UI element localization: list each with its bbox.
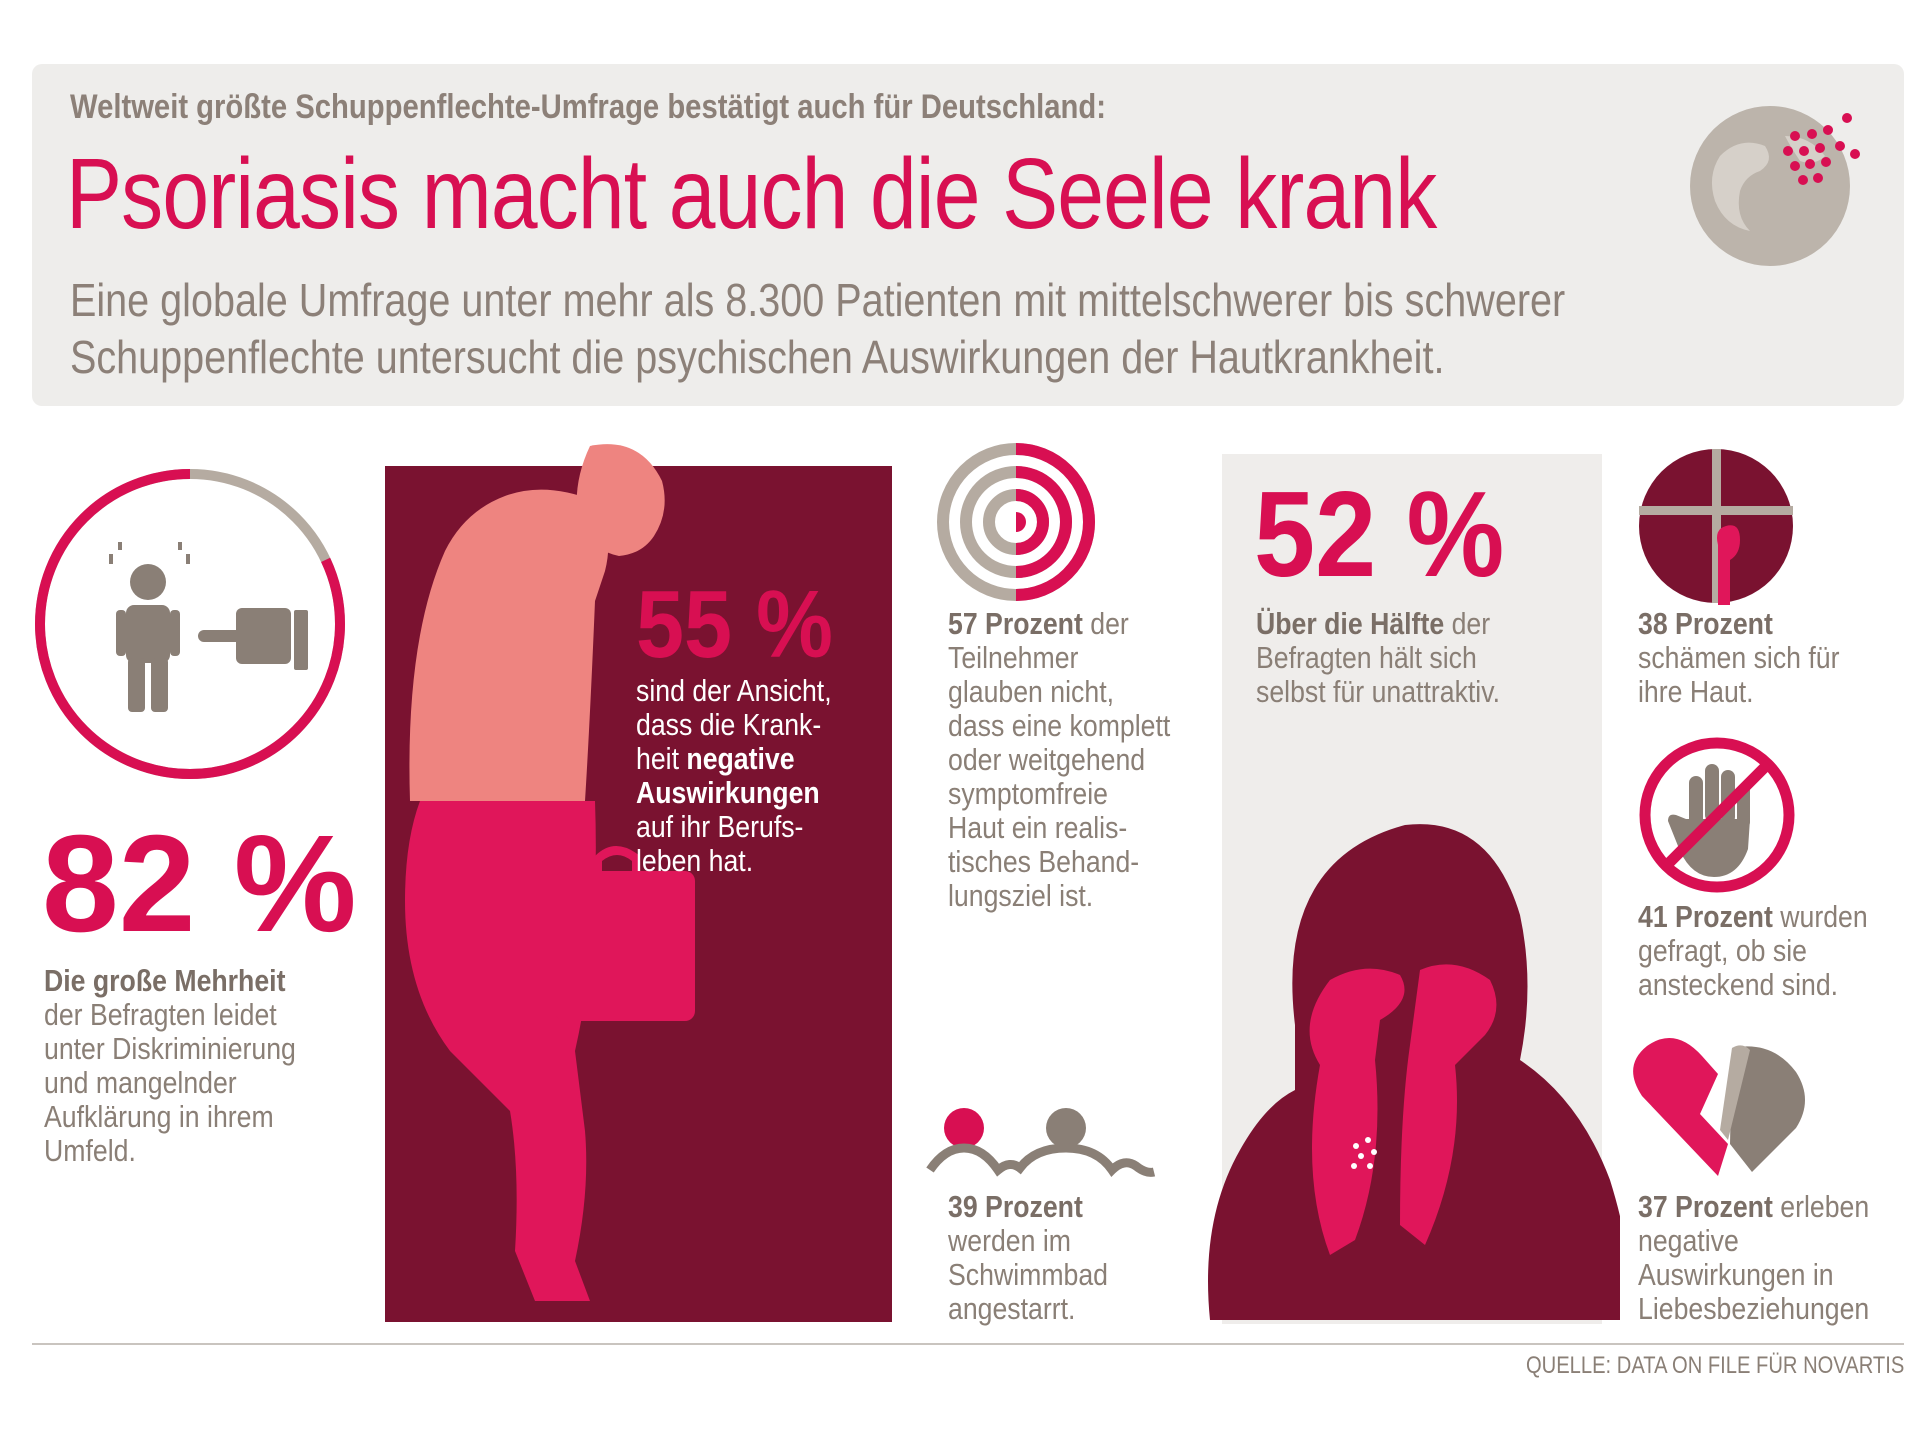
stat-82-value: 82 % (42, 807, 357, 961)
stat-37-text: 37 Prozent erleben negative Auswirkungen… (1638, 1190, 1870, 1326)
stat-41-bold: 41 Prozent (1638, 899, 1773, 934)
target-rings-icon (937, 443, 1095, 601)
stat-82-bold: Die große Mehrheit (44, 963, 286, 998)
stat-39-text: 39 Prozent werden im Schwimmbad angestar… (948, 1190, 1137, 1326)
stat-55-text: sind der Ansicht, dass die Krank- heit n… (636, 674, 842, 878)
footer-divider (32, 1343, 1904, 1345)
stat-55-line-5: auf ihr Berufs- (636, 809, 804, 844)
stat-82-text: Die große Mehrheit der Befragten leidet … (44, 964, 328, 1168)
stat-38-bold: 38 Prozent (1638, 606, 1773, 641)
stat-52-inline: der (1451, 606, 1491, 641)
source-note: QUELLE: DATA ON FILE FÜR NOVARTIS (1526, 1352, 1905, 1379)
stat-55-line-6: leben hat. (636, 843, 754, 878)
stat-37-rest: erleben negative Auswirkungen in Liebesb… (1638, 1189, 1870, 1326)
swimmers-icon (926, 1108, 1156, 1178)
stat-55-line-3: heit (636, 741, 679, 776)
stat-41-inline: wurden (1780, 899, 1868, 934)
stat-55-value: 55 % (636, 571, 833, 678)
subtitle: Eine globale Umfrage unter mehr als 8.30… (70, 272, 1565, 386)
no-touch-hand-icon (1639, 737, 1795, 893)
subtitle-line-1: Eine globale Umfrage unter mehr als 8.30… (70, 274, 1566, 326)
globe-logo-icon (1690, 106, 1860, 266)
stat-55-bold-1: negative (686, 741, 795, 776)
pointing-finger-icon (109, 542, 308, 712)
stat-38-text: 38 Prozent schämen sich für ihre Haut. (1638, 607, 1844, 709)
window-peek-icon (1639, 449, 1793, 605)
stat-39-bold: 39 Prozent (948, 1189, 1083, 1224)
discrimination-ring-chart (35, 469, 345, 779)
stat-37-bold: 37 Prozent (1638, 1189, 1773, 1224)
stat-52-rest: Befragten hält sich selbst für unattrakt… (1256, 640, 1500, 709)
stat-57-bold: 57 Prozent (948, 606, 1083, 641)
stat-39-rest: werden im Schwimmbad angestarrt. (948, 1223, 1109, 1326)
stat-82-rest: der Befragten leidet unter Diskriminieru… (44, 997, 296, 1168)
stat-57-rest: der Teilnehmer glauben nicht, dass eine … (948, 606, 1171, 913)
stat-38-rest: schämen sich für ihre Haut. (1638, 640, 1840, 709)
stat-41-text: 41 Prozent wurden gefragt, ob sie anstec… (1638, 900, 1872, 1002)
stat-52-value: 52 % (1254, 466, 1505, 602)
broken-heart-icon (1633, 1038, 1805, 1176)
kicker: Weltweit größte Schuppenflechte-Umfrage … (70, 88, 1106, 126)
stat-52-bold: Über die Hälfte (1256, 606, 1445, 641)
stat-41-rest: gefragt, ob sie ansteckend sind. (1638, 933, 1839, 1002)
crouching-woman-illustration (1208, 824, 1620, 1320)
subtitle-line-2: Schuppenflechte untersucht die psychisch… (70, 331, 1445, 383)
stat-55-line-2: dass die Krank- (636, 707, 822, 742)
stat-55-line-1: sind der Ansicht, (636, 673, 832, 708)
ring-fill (35, 469, 345, 779)
page-title: Psoriasis macht auch die Seele krank (66, 138, 1437, 250)
sad-businessman-illustration (405, 444, 695, 1301)
stat-52-text: Über die Hälfte der Befragten hält sich … (1256, 607, 1531, 709)
stat-57-text: 57 Prozent der Teilnehmer glauben nicht,… (948, 607, 1172, 913)
header-panel (32, 64, 1904, 406)
stat-55-bold-2: Auswirkungen (636, 775, 820, 810)
